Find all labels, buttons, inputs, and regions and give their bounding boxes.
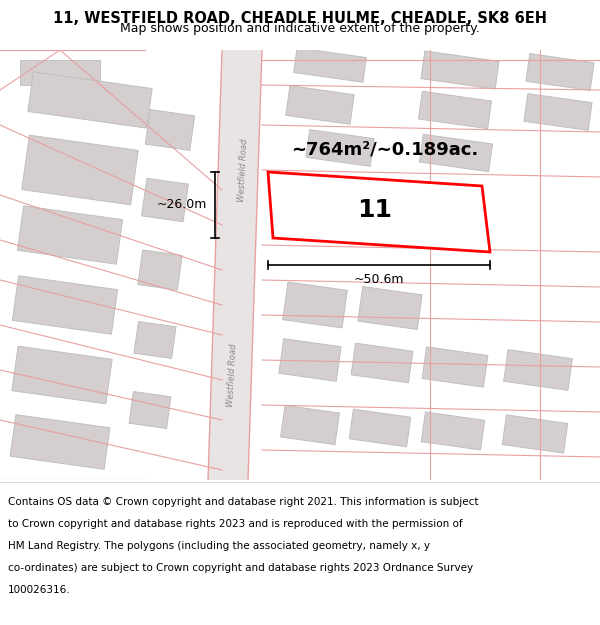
Polygon shape (358, 286, 422, 329)
Polygon shape (22, 135, 138, 205)
Polygon shape (142, 178, 188, 222)
Polygon shape (351, 343, 413, 383)
Polygon shape (138, 250, 182, 290)
Text: ~26.0m: ~26.0m (157, 199, 207, 211)
Polygon shape (17, 206, 122, 264)
Text: Map shows position and indicative extent of the property.: Map shows position and indicative extent… (120, 22, 480, 35)
Polygon shape (524, 94, 592, 131)
Polygon shape (268, 172, 490, 252)
Text: ~50.6m: ~50.6m (354, 273, 404, 286)
Polygon shape (419, 134, 493, 172)
Text: to Crown copyright and database rights 2023 and is reproduced with the permissio: to Crown copyright and database rights 2… (8, 519, 463, 529)
Polygon shape (283, 282, 347, 328)
Text: ~764m²/~0.189ac.: ~764m²/~0.189ac. (292, 141, 479, 159)
Text: 11: 11 (358, 198, 392, 222)
Polygon shape (13, 276, 118, 334)
Polygon shape (145, 109, 195, 151)
Polygon shape (28, 72, 152, 128)
Polygon shape (421, 412, 485, 450)
Text: Contains OS data © Crown copyright and database right 2021. This information is : Contains OS data © Crown copyright and d… (8, 497, 479, 507)
Polygon shape (134, 321, 176, 359)
Polygon shape (129, 391, 171, 429)
Polygon shape (422, 347, 488, 387)
Polygon shape (286, 86, 354, 124)
Polygon shape (208, 50, 262, 480)
Polygon shape (502, 415, 568, 453)
Polygon shape (281, 406, 340, 444)
Text: 100026316.: 100026316. (8, 585, 71, 595)
Polygon shape (306, 129, 374, 166)
Polygon shape (279, 339, 341, 381)
Text: co-ordinates) are subject to Crown copyright and database rights 2023 Ordnance S: co-ordinates) are subject to Crown copyr… (8, 563, 473, 573)
Polygon shape (349, 409, 411, 447)
Polygon shape (421, 51, 499, 89)
Text: HM Land Registry. The polygons (including the associated geometry, namely x, y: HM Land Registry. The polygons (includin… (8, 541, 430, 551)
Polygon shape (10, 414, 110, 469)
Polygon shape (20, 60, 100, 85)
Polygon shape (418, 91, 491, 129)
Text: Westfield Road: Westfield Road (226, 343, 238, 407)
Polygon shape (503, 349, 572, 391)
Polygon shape (12, 346, 112, 404)
Polygon shape (526, 54, 594, 91)
Polygon shape (293, 48, 367, 82)
Text: 11, WESTFIELD ROAD, CHEADLE HULME, CHEADLE, SK8 6EH: 11, WESTFIELD ROAD, CHEADLE HULME, CHEAD… (53, 11, 547, 26)
Text: Westfield Road: Westfield Road (237, 138, 249, 202)
